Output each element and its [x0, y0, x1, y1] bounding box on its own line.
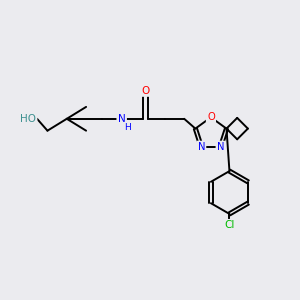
Text: O: O — [141, 85, 150, 96]
Text: HO: HO — [20, 114, 36, 124]
Text: N: N — [217, 142, 224, 152]
Text: O: O — [207, 112, 215, 122]
Text: N: N — [198, 142, 205, 152]
Text: H: H — [124, 123, 130, 132]
Text: Cl: Cl — [224, 220, 235, 230]
Text: N: N — [118, 114, 126, 124]
